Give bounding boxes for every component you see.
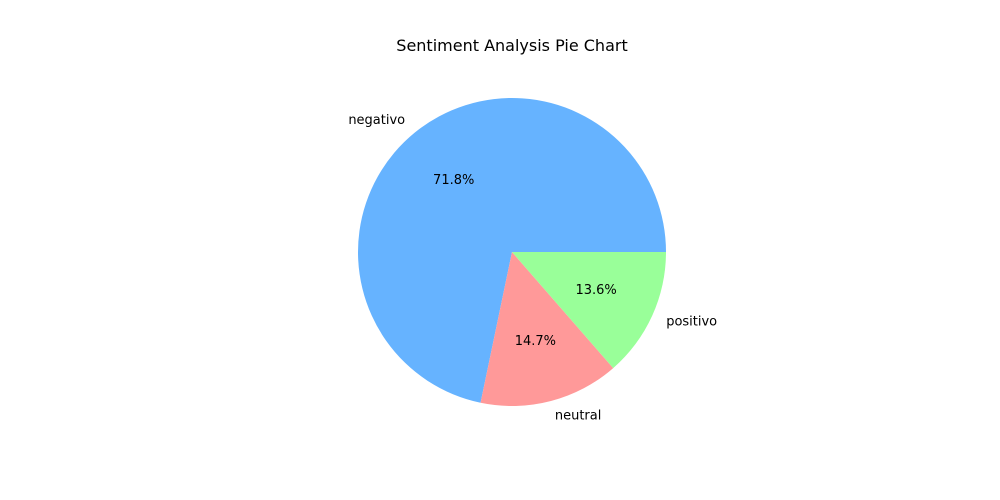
slice-percent-positivo: 13.6%	[575, 283, 616, 298]
slice-label-neutral: neutral	[555, 408, 602, 423]
pie-slice-neutral	[480, 252, 614, 407]
slice-label-positivo: positivo	[666, 315, 717, 330]
slice-label-negativo: negativo	[348, 113, 405, 128]
pie-labels: negativo 71.8% neutral 14.7% positivo 13.6%	[348, 113, 717, 423]
pie-slice-positivo	[512, 252, 666, 369]
chart-title: Sentiment Analysis Pie Chart	[396, 36, 627, 55]
pie-slices	[357, 98, 666, 407]
pie-slice-negativo	[357, 98, 666, 403]
slice-percent-neutral: 14.7%	[515, 334, 556, 349]
slice-percent-negativo: 71.8%	[433, 173, 474, 188]
